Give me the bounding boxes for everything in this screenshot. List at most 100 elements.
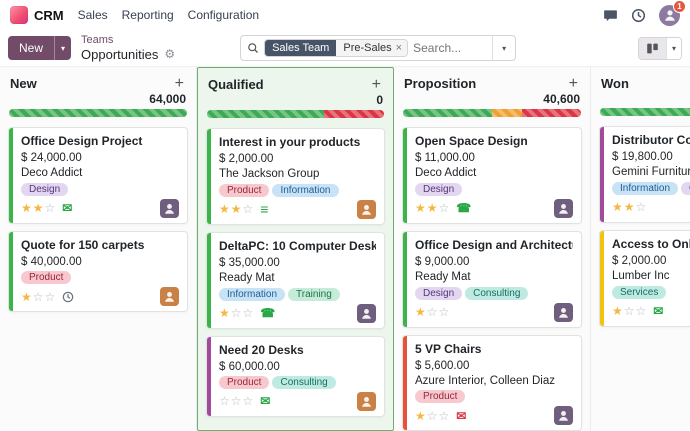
activity-envelope-icon[interactable]: ✉: [62, 201, 73, 216]
search-bar[interactable]: Sales Team Pre-Sales × ▾: [240, 35, 517, 61]
progress-segment[interactable]: [207, 110, 324, 118]
kanban-view-button[interactable]: [638, 37, 666, 59]
priority-stars[interactable]: ★★☆: [415, 201, 450, 215]
star-icon[interactable]: ★: [219, 306, 231, 320]
salesperson-avatar[interactable]: [160, 198, 179, 218]
menu-sales[interactable]: Sales: [77, 8, 108, 22]
priority-stars[interactable]: ★★☆: [21, 201, 56, 215]
column-progress-bar[interactable]: [600, 108, 690, 116]
star-icon[interactable]: ☆: [44, 201, 57, 216]
star-icon[interactable]: ☆: [426, 305, 439, 319]
opportunity-card[interactable]: DeltaPC: 10 Computer Desks $ 35,000.00 Rea…: [206, 231, 385, 329]
view-settings-gear-icon[interactable]: ⚙: [164, 47, 176, 62]
column-progress-bar[interactable]: [9, 109, 187, 117]
activity-clock-icon[interactable]: [62, 291, 74, 303]
progress-segment[interactable]: [492, 109, 523, 117]
opportunity-card[interactable]: Office Design Project $ 24,000.00 Deco Add…: [8, 127, 188, 224]
activity-envelope-icon[interactable]: ✉: [260, 394, 271, 409]
search-input[interactable]: [413, 41, 493, 55]
star-icon[interactable]: ★: [612, 200, 624, 215]
card-tags: Product Consulting: [219, 375, 376, 389]
progress-segment[interactable]: [600, 108, 690, 116]
column-progress-bar[interactable]: [207, 110, 384, 118]
star-icon[interactable]: ☆: [635, 200, 648, 215]
salesperson-avatar[interactable]: [160, 287, 179, 307]
star-icon[interactable]: ☆: [635, 304, 648, 318]
priority-stars[interactable]: ★☆☆: [219, 306, 254, 320]
star-icon[interactable]: ☆: [426, 408, 439, 423]
activity-phone-icon[interactable]: ☎: [456, 201, 472, 216]
star-icon[interactable]: ☆: [44, 289, 57, 304]
priority-stars[interactable]: ★☆☆: [415, 305, 450, 319]
menu-configuration[interactable]: Configuration: [187, 8, 260, 22]
star-icon[interactable]: ☆: [242, 202, 255, 217]
star-icon[interactable]: ☆: [242, 394, 255, 409]
new-button[interactable]: New: [8, 36, 55, 60]
star-icon[interactable]: ★: [32, 201, 45, 216]
star-icon[interactable]: ☆: [242, 306, 255, 320]
salesperson-avatar[interactable]: [554, 406, 573, 426]
card-partner: Gemini Furniture: [612, 166, 690, 179]
star-icon[interactable]: ☆: [438, 408, 451, 423]
activity-envelope-icon[interactable]: ✉: [456, 408, 467, 423]
star-icon[interactable]: ☆: [230, 306, 243, 320]
column-add-button[interactable]: +: [371, 75, 381, 93]
app-brand[interactable]: CRM: [10, 6, 64, 24]
star-icon[interactable]: ☆: [230, 394, 243, 409]
priority-stars[interactable]: ★☆☆: [612, 304, 647, 318]
star-icon[interactable]: ☆: [438, 201, 451, 216]
priority-stars[interactable]: ☆☆☆: [219, 394, 254, 408]
opportunity-card[interactable]: Need 20 Desks $ 60,000.00 Product Consultin…: [206, 335, 385, 417]
activity-list-icon[interactable]: ≡: [260, 201, 269, 218]
search-options-caret-icon[interactable]: ▾: [492, 36, 515, 60]
facet-remove-icon[interactable]: ×: [395, 41, 403, 54]
priority-stars[interactable]: ★★☆: [612, 200, 647, 214]
breadcrumb-teams[interactable]: Teams: [81, 33, 114, 46]
star-icon[interactable]: ★: [219, 202, 231, 217]
star-icon[interactable]: ★: [230, 202, 243, 217]
menu-reporting[interactable]: Reporting: [121, 8, 174, 22]
messages-icon[interactable]: [603, 8, 618, 23]
opportunity-card[interactable]: Access to Online C $ 2,000.00 Lumber Inc Se…: [599, 229, 690, 327]
star-icon[interactable]: ★: [612, 304, 624, 318]
salesperson-avatar[interactable]: [554, 198, 573, 218]
priority-stars[interactable]: ★☆☆: [415, 409, 450, 423]
star-icon[interactable]: ★: [21, 289, 33, 304]
view-switcher-caret-icon[interactable]: ▾: [665, 37, 681, 59]
column-progress-bar[interactable]: [403, 109, 581, 117]
salesperson-avatar[interactable]: [357, 391, 376, 411]
new-dropdown-caret-icon[interactable]: ▾: [54, 36, 72, 60]
star-icon[interactable]: ★: [415, 305, 427, 319]
activities-clock-icon[interactable]: [631, 8, 646, 23]
opportunity-card[interactable]: Open Space Design $ 11,000.00 Deco Addict D…: [402, 127, 582, 224]
star-icon[interactable]: ★: [623, 200, 636, 215]
opportunity-card[interactable]: Quote for 150 carpets $ 40,000.00 Product ★…: [8, 230, 188, 313]
column-title: Qualified: [208, 77, 264, 92]
progress-segment[interactable]: [522, 109, 581, 117]
opportunity-card[interactable]: Interest in your products $ 2,000.00 The J…: [206, 128, 385, 225]
tag-product: Product: [415, 390, 466, 404]
star-icon[interactable]: ☆: [438, 305, 451, 319]
activity-envelope-icon[interactable]: ✉: [653, 304, 664, 318]
star-icon[interactable]: ★: [21, 201, 33, 216]
progress-segment[interactable]: [323, 110, 384, 118]
star-icon[interactable]: ☆: [623, 304, 636, 318]
star-icon[interactable]: ★: [415, 201, 427, 216]
column-add-button[interactable]: +: [174, 74, 184, 92]
star-icon[interactable]: ★: [426, 201, 439, 216]
priority-stars[interactable]: ★☆☆: [21, 290, 56, 304]
opportunity-card[interactable]: 5 VP Chairs $ 5,600.00 Azure Interior, Col…: [402, 334, 582, 431]
column-add-button[interactable]: +: [568, 74, 578, 92]
opportunity-card[interactable]: Distributor Contra $ 19,800.00 Gemini Furn…: [599, 126, 690, 223]
salesperson-avatar[interactable]: [357, 303, 376, 323]
star-icon[interactable]: ★: [415, 408, 427, 423]
star-icon[interactable]: ☆: [219, 394, 231, 409]
progress-segment[interactable]: [403, 109, 492, 117]
salesperson-avatar[interactable]: [357, 199, 376, 219]
opportunity-card[interactable]: Office Design and Architecture $ 9,000.00…: [402, 230, 582, 328]
priority-stars[interactable]: ★★☆: [219, 202, 254, 216]
activity-phone-icon[interactable]: ☎: [260, 306, 276, 320]
salesperson-avatar[interactable]: [554, 302, 573, 322]
star-icon[interactable]: ☆: [32, 289, 45, 304]
progress-segment[interactable]: [9, 109, 187, 117]
